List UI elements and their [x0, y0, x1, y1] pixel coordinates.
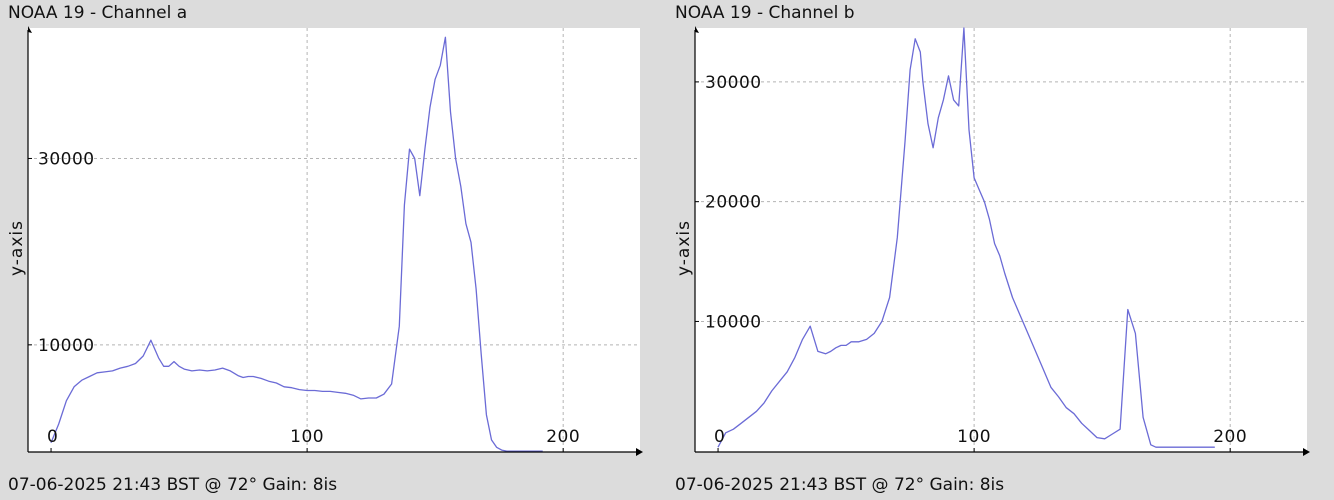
x-axis-arrow	[1303, 448, 1310, 456]
line-chart-a: 0 100 200 10000 30000 y-axis	[7, 26, 643, 456]
chart-title: NOAA 19 - Channel a	[8, 3, 188, 23]
y-axis-arrow	[28, 26, 32, 33]
x-tick-label: 200	[546, 427, 580, 447]
x-tick-label: 0	[47, 427, 58, 447]
y-axis-arrow	[695, 26, 699, 33]
x-tick-label: 0	[714, 427, 725, 447]
x-tick-label: 200	[1213, 427, 1247, 447]
series-line	[717, 27, 1215, 448]
x-tick-label: 100	[957, 427, 991, 447]
chart-panel-a: NOAA 19 - Channel a 0 100 200 10000 30000 y-a…	[7, 3, 643, 495]
chart-panel-b: NOAA 19 - Channel b 0 100 200 10000 20000 300…	[667, 0, 1334, 500]
y-tick-label: 10000	[38, 336, 95, 356]
x-axis-arrow	[636, 448, 643, 456]
chart-footer-status: 07-06-2025 21:43 BST @ 72° Gain: 8is	[8, 475, 338, 495]
y-tick-label: 20000	[705, 193, 762, 213]
y-tick-label: 10000	[705, 312, 762, 332]
plot-area	[28, 28, 640, 452]
x-tick-label: 100	[290, 427, 324, 447]
line-chart-b: 0 100 200 10000 20000 30000 y-axis	[674, 26, 1310, 456]
y-tick-label: 30000	[705, 73, 762, 93]
series-line	[50, 36, 543, 452]
chart-title: NOAA 19 - Channel b	[675, 3, 855, 23]
y-tick-label: 30000	[38, 149, 95, 169]
y-axis-title: y-axis	[674, 220, 694, 276]
y-axis-title: y-axis	[7, 220, 27, 276]
chart-footer-status: 07-06-2025 21:43 BST @ 72° Gain: 8is	[675, 475, 1005, 495]
plot-area	[695, 28, 1307, 452]
